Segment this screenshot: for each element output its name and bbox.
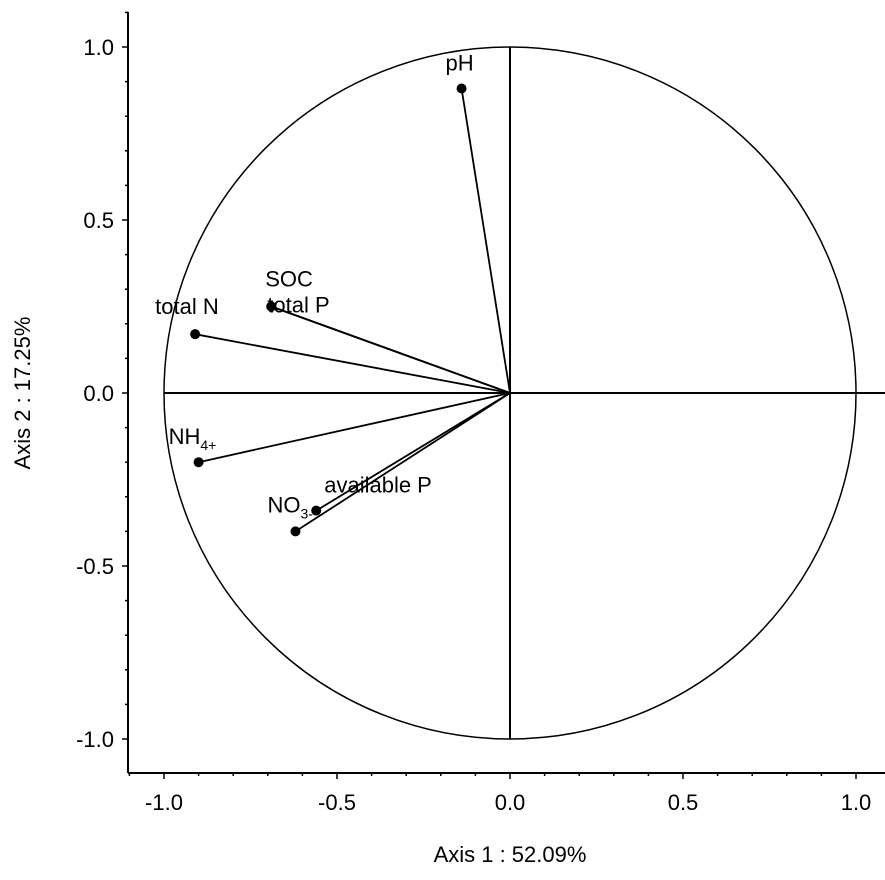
y-tick-label: -1.0 xyxy=(76,727,114,752)
y-tick-label: 0.0 xyxy=(83,381,114,406)
y-tick-label: 0.5 xyxy=(83,208,114,233)
x-tick-label: -0.5 xyxy=(318,790,356,815)
variable-vectors xyxy=(190,83,511,537)
x-axis-title: Axis 1 : 52.09% xyxy=(434,842,587,867)
label-ph: pH xyxy=(446,51,474,76)
vector-total-p xyxy=(270,305,511,394)
y-tick-label: 1.0 xyxy=(83,35,114,60)
point-total-p xyxy=(266,301,277,312)
label-nh: NH4+ xyxy=(169,424,217,453)
label-subscript: 3- xyxy=(300,505,313,521)
label-total-p: total P xyxy=(267,293,329,318)
label-available-p: available P xyxy=(324,473,432,498)
x-tick-label: 0.5 xyxy=(668,790,699,815)
point-available-p xyxy=(311,505,322,516)
axis-ticks: -1.0 -0.5 0.0 0.5 1.0 1.0 0.5 0.0 -0.5 -1.0 xyxy=(76,11,872,815)
x-tick-label: -1.0 xyxy=(145,790,183,815)
label-total-n: total N xyxy=(155,294,219,319)
point-total-n xyxy=(190,329,201,340)
point-ph xyxy=(456,83,467,94)
label-no: NO3- xyxy=(267,492,313,521)
vector-ph xyxy=(460,88,511,394)
x-tick-label: 0.0 xyxy=(495,790,526,815)
vector-nh xyxy=(198,392,511,464)
point-nh xyxy=(193,457,204,468)
y-axis-title: Axis 2 : 17.25% xyxy=(10,317,35,470)
y-tick-label: -0.5 xyxy=(76,554,114,579)
label-subscript: 4+ xyxy=(200,437,216,453)
vector-total-n xyxy=(194,333,511,394)
vector-available-p xyxy=(315,392,511,512)
vector-no xyxy=(294,392,511,533)
unit-circle-layer xyxy=(163,46,885,740)
label-soc: SOC xyxy=(265,267,313,292)
point-no xyxy=(290,526,301,537)
x-tick-label: 1.0 xyxy=(841,790,872,815)
